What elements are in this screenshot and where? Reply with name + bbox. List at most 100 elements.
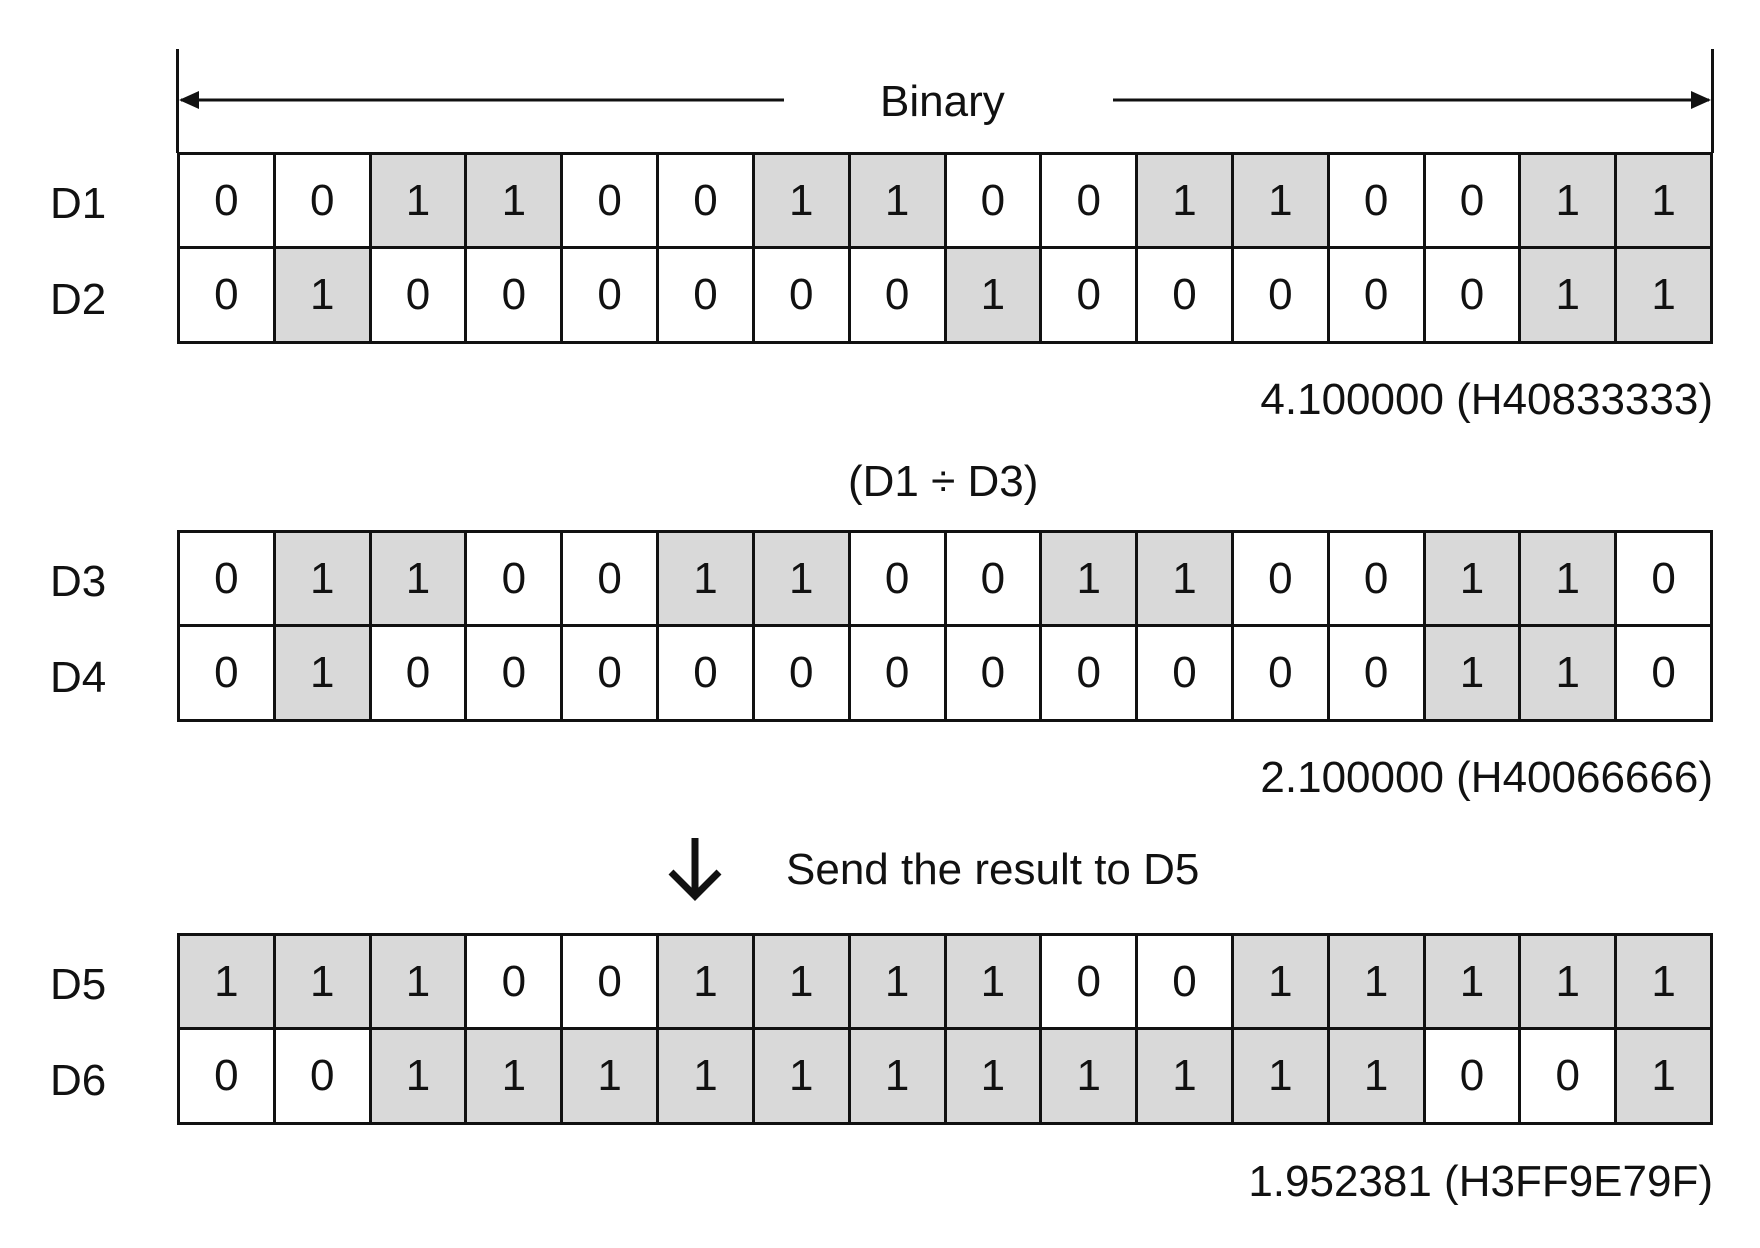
register-label: D1 <box>50 179 107 228</box>
bit-cell: 1 <box>1138 533 1234 627</box>
bit-cell: 0 <box>1138 936 1234 1030</box>
bit-cell: 0 <box>180 1030 276 1122</box>
bit-cell: 1 <box>1617 249 1710 341</box>
bit-cell: 0 <box>1042 155 1139 249</box>
arrow-down-icon <box>668 838 722 901</box>
bit-cell: 1 <box>1425 936 1522 1030</box>
bit-cell: 1 <box>275 249 372 341</box>
bit-cell: 1 <box>1521 627 1618 719</box>
bit-cell: 1 <box>180 936 276 1030</box>
bit-cell: 1 <box>946 1030 1043 1122</box>
bit-cell: 1 <box>1617 936 1710 1030</box>
bit-cell: 1 <box>1233 1030 1330 1122</box>
bit-cell: 0 <box>1233 533 1330 627</box>
bit-cell: 1 <box>467 155 564 249</box>
bit-cell: 0 <box>1042 627 1139 719</box>
result-note: Send the result to D5 <box>786 845 1200 894</box>
bit-cell: 1 <box>850 1030 947 1122</box>
bit-cell: 1 <box>275 533 372 627</box>
bit-cell: 0 <box>371 627 468 719</box>
bit-cell: 1 <box>754 155 851 249</box>
bit-cell: 0 <box>1521 1030 1618 1122</box>
operation-label: (D1 ÷ D3) <box>848 457 1039 506</box>
bit-cell: 0 <box>1138 627 1234 719</box>
bit-cell: 0 <box>563 533 660 627</box>
bit-cell: 1 <box>946 249 1043 341</box>
bit-cell: 0 <box>275 1030 372 1122</box>
bit-cell: 1 <box>1042 1030 1139 1122</box>
bit-cell: 1 <box>1425 533 1522 627</box>
bit-cell: 0 <box>180 627 276 719</box>
bit-cell: 0 <box>946 627 1043 719</box>
bit-cell: 1 <box>659 936 755 1030</box>
bit-cell: 0 <box>850 249 947 341</box>
bit-cell: 1 <box>275 936 372 1030</box>
bit-cell: 0 <box>754 627 851 719</box>
bit-cell: 0 <box>467 936 564 1030</box>
bit-cell: 0 <box>1329 249 1426 341</box>
bit-cell: 1 <box>1617 1030 1710 1122</box>
bit-cell: 0 <box>1233 249 1330 341</box>
bit-cell: 0 <box>1329 155 1426 249</box>
bit-cell: 0 <box>1425 1030 1522 1122</box>
bit-cell: 0 <box>180 533 276 627</box>
bit-cell: 1 <box>946 936 1043 1030</box>
bit-cell: 1 <box>1521 155 1618 249</box>
bit-cell: 0 <box>946 533 1043 627</box>
bit-cell: 1 <box>1042 533 1139 627</box>
bit-cell: 0 <box>467 249 564 341</box>
bit-cell: 0 <box>563 249 660 341</box>
bit-cell: 1 <box>563 1030 660 1122</box>
bit-cell: 1 <box>371 533 468 627</box>
bit-cell: 0 <box>659 155 755 249</box>
bit-cell: 1 <box>1233 936 1330 1030</box>
bit-cell: 0 <box>659 627 755 719</box>
bit-cell: 1 <box>1617 155 1710 249</box>
bit-cell: 0 <box>180 155 276 249</box>
bit-cell: 1 <box>754 533 851 627</box>
bit-cell: 1 <box>1521 533 1618 627</box>
bit-cell: 1 <box>371 155 468 249</box>
bit-cell: 1 <box>1233 155 1330 249</box>
bit-cell: 0 <box>1617 627 1710 719</box>
binary-span-right-tick <box>1711 49 1714 153</box>
binary-span-left-tick <box>176 49 179 153</box>
bit-cell: 0 <box>754 249 851 341</box>
register-label: D3 <box>50 557 107 606</box>
bit-cell: 0 <box>563 627 660 719</box>
bit-cell: 1 <box>754 1030 851 1122</box>
float-value-label: 4.100000 (H40833333) <box>1260 375 1713 424</box>
register-label: D4 <box>50 653 107 702</box>
bit-cell: 0 <box>1425 249 1522 341</box>
bit-cell: 1 <box>1521 936 1618 1030</box>
bit-cell: 0 <box>850 627 947 719</box>
register-label: D6 <box>50 1056 107 1105</box>
bit-cell: 1 <box>371 936 468 1030</box>
bit-cell: 1 <box>1521 249 1618 341</box>
bit-cell: 0 <box>1329 533 1426 627</box>
float-value-label: 2.100000 (H40066666) <box>1260 753 1713 802</box>
bit-cell: 0 <box>1138 249 1234 341</box>
bit-cell: 1 <box>659 1030 755 1122</box>
bit-cell: 0 <box>1042 249 1139 341</box>
bit-cell: 0 <box>467 533 564 627</box>
bit-cell: 0 <box>659 249 755 341</box>
bit-cell: 0 <box>371 249 468 341</box>
bit-cell: 0 <box>180 249 276 341</box>
bit-cell: 0 <box>275 155 372 249</box>
bit-cell: 0 <box>1617 533 1710 627</box>
bit-cell: 1 <box>850 155 947 249</box>
bit-cell: 0 <box>563 155 660 249</box>
bit-cell: 0 <box>563 936 660 1030</box>
binary-span-arrow <box>179 91 1711 109</box>
bit-cell: 1 <box>467 1030 564 1122</box>
